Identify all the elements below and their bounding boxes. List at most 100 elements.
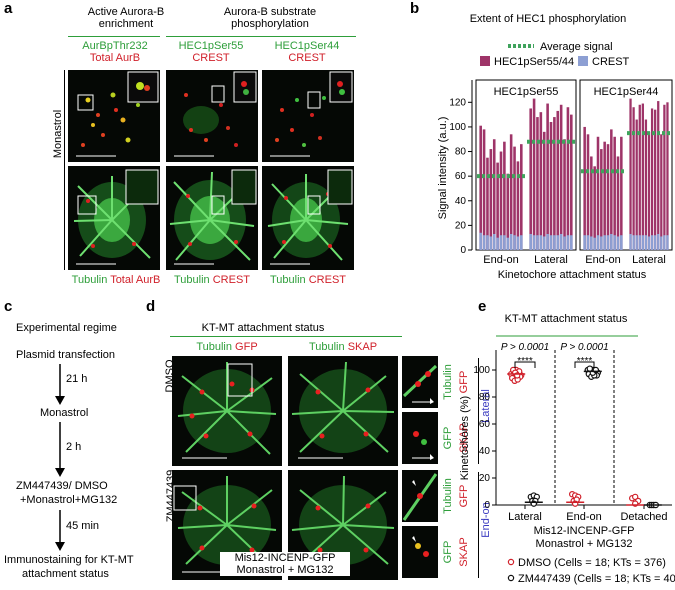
bar-pser	[520, 144, 523, 250]
col3-stain-label: HEC1pSer44 CREST	[274, 40, 340, 64]
bar-crest	[553, 235, 556, 250]
bar-crest	[641, 235, 644, 250]
bar-crest	[563, 236, 566, 250]
step-title: Experimental regime	[16, 322, 117, 334]
y-tick-label: 60	[455, 171, 467, 182]
bar-crest	[566, 235, 570, 250]
chart-b-group-title: HEC1pSer44	[594, 86, 659, 98]
step-plasmid: Plasmid transfection	[16, 349, 116, 361]
bar-pser	[492, 139, 496, 250]
cell-dots	[174, 71, 257, 157]
y-tick-label: 0	[460, 245, 466, 256]
bar-pser	[549, 122, 553, 250]
bar-crest	[603, 235, 606, 250]
bar-pser	[635, 119, 638, 251]
chart-b-x-category: Lateral	[534, 254, 568, 266]
side-bracket-1	[478, 358, 479, 464]
bar-crest	[529, 234, 532, 250]
bar-crest	[496, 237, 499, 250]
chart-b-xlabel: Kinetochore attachment status	[498, 269, 647, 281]
bar-pser	[556, 110, 560, 250]
interval-2h: 2 h	[66, 441, 82, 453]
x-category-label: Detached	[620, 511, 667, 523]
chart-b-ylabel: Signal intensity (a.u.)	[437, 117, 449, 220]
bar-pser	[532, 98, 536, 250]
bar-crest	[593, 237, 596, 250]
panel-letter-d: d	[146, 298, 156, 315]
bar-crest	[616, 236, 620, 250]
bar-pser	[641, 103, 644, 251]
legend-crest-swatch	[578, 56, 588, 66]
bar-pser	[593, 166, 596, 250]
y-tick-label: 40	[479, 446, 491, 457]
arrowhead-icon	[412, 536, 416, 542]
panel-letter-e: e	[478, 298, 487, 315]
bar-pser	[583, 126, 586, 250]
bar-crest	[503, 235, 506, 250]
bar-crest	[583, 235, 586, 250]
row-bracket	[64, 70, 65, 270]
d-col2-stain: Tubulin SKAP	[308, 341, 378, 353]
bar-crest	[606, 235, 610, 250]
bar-crest	[632, 235, 635, 250]
bar-pser	[638, 104, 641, 251]
legend-crest-label: CREST	[592, 56, 630, 68]
bar-crest	[596, 235, 600, 250]
inset	[402, 364, 438, 404]
legend-dmso-label: DMSO (Cells = 18; KTs = 376)	[518, 557, 666, 569]
col1-stain-label: AurBpThr232 Total AurB	[82, 40, 148, 64]
micrograph-dmso-skap	[288, 356, 398, 466]
y-tick-label: 120	[449, 97, 466, 108]
spindle	[267, 169, 353, 265]
micrograph-aurbpthr232	[68, 70, 160, 162]
side-bracket-2	[478, 472, 479, 578]
arrow-icon	[55, 364, 65, 405]
bar-crest	[486, 235, 489, 250]
micrograph-tubulin-crest-1	[166, 166, 258, 270]
bar-pser	[509, 134, 513, 250]
bar-pser	[482, 129, 486, 250]
bar-pser	[546, 103, 549, 251]
d-footer: Mis12-INCENP-GFP Monastrol + MG132	[220, 552, 350, 576]
spindle	[73, 169, 159, 265]
bar-pser	[657, 101, 660, 250]
step-monastrol: Monastrol	[40, 407, 89, 419]
bar-crest	[520, 235, 523, 250]
arrowhead-icon	[412, 480, 416, 486]
bar-pser	[506, 173, 510, 250]
bar-crest	[549, 235, 553, 250]
bar-pser	[666, 102, 669, 250]
group2-underline	[166, 36, 356, 37]
bar-pser	[600, 149, 603, 250]
chart-b-x-category: End-on	[585, 254, 620, 266]
micrograph-hec1pser55	[166, 70, 258, 162]
group1-title: Active Aurora-B enrichment	[87, 6, 165, 30]
bar-crest	[635, 235, 638, 250]
significance-stars: ****	[577, 356, 593, 367]
bar-crest	[650, 235, 654, 250]
chart-b-group-title: HEC1pSer55	[494, 86, 559, 98]
y-tick-label: 80	[455, 147, 467, 158]
chart-e-xlabel-1: Mis12-INCENP-GFP	[534, 525, 635, 537]
bar-crest	[590, 236, 593, 250]
x-category-label: Lateral	[508, 511, 542, 523]
bar-pser	[496, 162, 499, 250]
bar-crest	[620, 235, 623, 250]
y-tick-label: 100	[473, 365, 490, 376]
bar-pser	[529, 108, 532, 250]
bar-pser	[566, 107, 570, 250]
bar-pser	[503, 141, 506, 250]
bottom-label-3: Tubulin CREST	[269, 274, 346, 286]
panel-letter-a: a	[4, 0, 13, 17]
chart-b: Extent of HEC1 phosphorylation Average si…	[437, 13, 673, 281]
bar-crest	[556, 235, 560, 250]
bar-pser	[632, 107, 635, 250]
bar-pser	[570, 114, 573, 250]
bar-crest	[489, 236, 493, 250]
y-tick-label: 20	[455, 220, 467, 231]
inset-zm-gfp-skap	[402, 526, 438, 578]
bar-crest	[506, 237, 510, 250]
panel-letter-b: b	[410, 0, 420, 17]
interval-45min: 45 min	[66, 520, 100, 532]
bar-crest	[542, 236, 546, 250]
